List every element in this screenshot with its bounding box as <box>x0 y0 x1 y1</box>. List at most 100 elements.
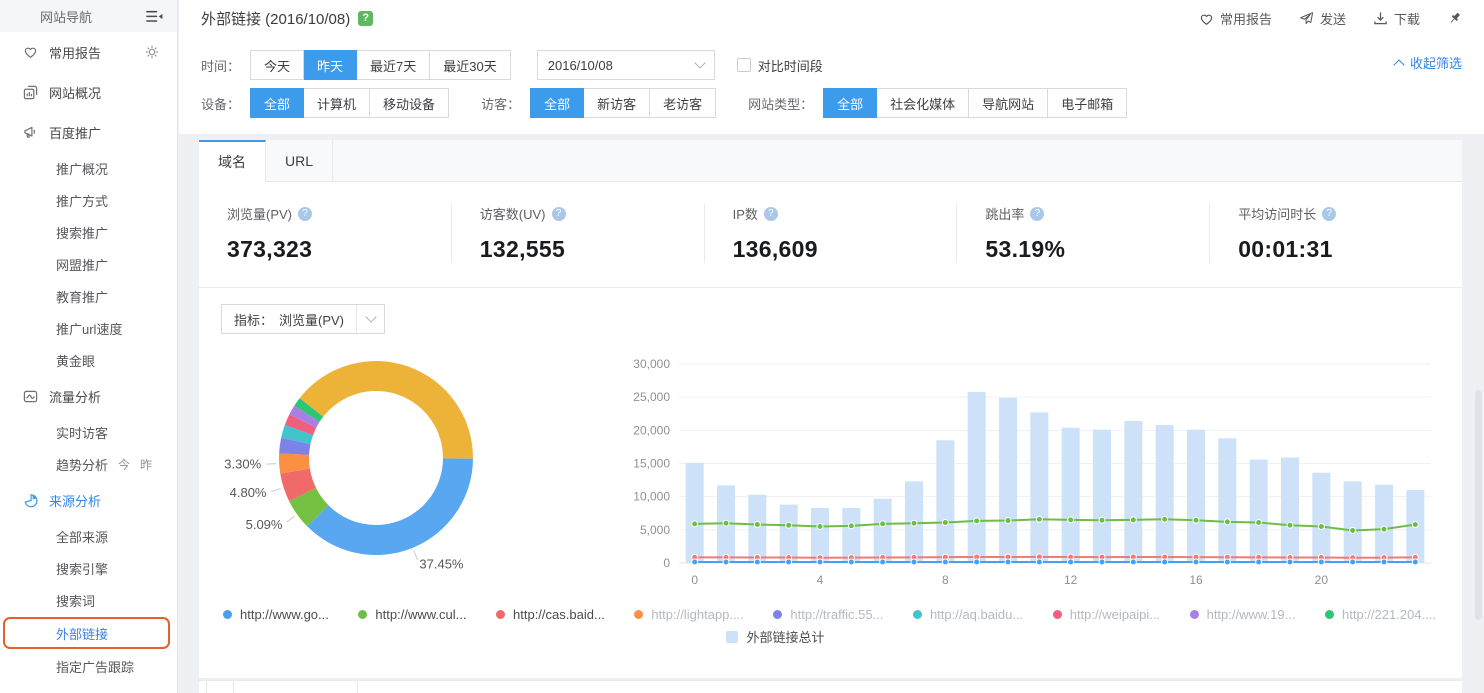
sidebar-item-教育推广[interactable]: 教育推广 <box>0 280 177 312</box>
bar-hour-10[interactable] <box>999 397 1017 563</box>
line-point[interactable] <box>722 519 730 527</box>
line-point[interactable] <box>1286 521 1294 529</box>
sidebar-item-百度推广[interactable]: 百度推广 <box>0 112 177 152</box>
filter1-option-老访客[interactable]: 老访客 <box>650 88 717 118</box>
nav-shortcut-badge[interactable]: 昨 <box>140 457 153 472</box>
bar-hour-3[interactable] <box>779 504 798 563</box>
sidebar-item-网站概况[interactable]: 网站概况 <box>0 72 177 112</box>
filter1-option-新访客[interactable]: 新访客 <box>584 88 651 118</box>
line-point[interactable] <box>1004 558 1012 566</box>
line-point[interactable] <box>973 558 981 566</box>
collapse-filters-link[interactable]: 收起筛选 <box>1393 53 1462 72</box>
sidebar-item-黄金眼[interactable]: 黄金眼 <box>0 344 177 376</box>
bar-hour-15[interactable] <box>1155 425 1174 563</box>
line-point[interactable] <box>910 558 918 566</box>
line-point[interactable] <box>1098 558 1106 566</box>
legend-item-2[interactable]: http://cas.baid... <box>496 607 605 622</box>
filter0-option-计算机[interactable]: 计算机 <box>304 88 371 118</box>
sidebar-item-全部来源[interactable]: 全部来源 <box>0 520 177 552</box>
line-point[interactable] <box>1255 519 1263 527</box>
legend-item-8[interactable]: http://221.204.... <box>1325 607 1436 622</box>
filter2-option-电子邮箱[interactable]: 电子邮箱 <box>1048 88 1128 118</box>
line-point[interactable] <box>1035 515 1043 523</box>
line-point[interactable] <box>1192 558 1200 566</box>
bar-hour-17[interactable] <box>1218 438 1237 563</box>
line-point[interactable] <box>1411 558 1419 566</box>
bar-hour-20[interactable] <box>1312 472 1331 563</box>
line-point[interactable] <box>941 519 949 527</box>
donut-slice-2[interactable] <box>289 487 329 527</box>
help-icon[interactable]: ? <box>298 206 313 221</box>
legend-total[interactable]: 外部链接总计 <box>144 627 1407 646</box>
help-icon[interactable]: ? <box>358 11 374 26</box>
line-point[interactable] <box>785 521 793 529</box>
header-action-发送[interactable]: 发送 <box>1299 9 1346 28</box>
line-point[interactable] <box>1223 558 1231 566</box>
line-point[interactable] <box>973 517 981 525</box>
bar-hour-2[interactable] <box>748 494 767 563</box>
line-point[interactable] <box>847 558 855 566</box>
sidebar-item-流量分析[interactable]: 流量分析 <box>0 376 177 416</box>
tab-URL[interactable]: URL <box>266 140 333 181</box>
time-option-最近7天[interactable]: 最近7天 <box>357 50 431 80</box>
bar-hour-22[interactable] <box>1375 484 1393 563</box>
line-point[interactable] <box>691 520 699 528</box>
line-point[interactable] <box>1317 558 1325 566</box>
date-select[interactable]: 2016/10/08 <box>536 50 715 80</box>
bar-hour-0[interactable] <box>685 462 704 563</box>
legend-item-4[interactable]: http://traffic.55... <box>773 607 883 622</box>
line-point[interactable] <box>1067 558 1075 566</box>
line-point[interactable] <box>1067 516 1075 524</box>
line-point[interactable] <box>879 520 887 528</box>
bar-hour-13[interactable] <box>1093 429 1111 563</box>
line-point[interactable] <box>816 523 824 531</box>
line-point[interactable] <box>1004 517 1012 525</box>
filter0-option-全部[interactable]: 全部 <box>250 88 305 118</box>
donut-slice-6[interactable] <box>281 424 314 444</box>
filter2-option-全部[interactable]: 全部 <box>823 88 878 118</box>
donut-slice-3[interactable] <box>280 468 317 502</box>
line-point[interactable] <box>722 558 730 566</box>
line-point[interactable] <box>1349 558 1357 566</box>
bar-hour-11[interactable] <box>1030 412 1049 563</box>
help-icon[interactable]: ? <box>1322 206 1337 221</box>
legend-item-6[interactable]: http://weipaipi... <box>1052 607 1160 622</box>
bar-hour-16[interactable] <box>1187 429 1205 563</box>
legend-item-1[interactable]: http://www.cul... <box>358 607 466 622</box>
sidebar-item-搜索词[interactable]: 搜索词 <box>0 584 177 616</box>
sidebar-item-来源分析[interactable]: 来源分析 <box>0 480 177 520</box>
bar-hour-6[interactable] <box>873 498 892 563</box>
sidebar-item-推广方式[interactable]: 推广方式 <box>0 184 177 216</box>
checkbox-icon[interactable] <box>736 58 751 72</box>
filter1-option-全部[interactable]: 全部 <box>530 88 585 118</box>
donut-slice-1[interactable] <box>307 458 473 555</box>
tab-域名[interactable]: 域名 <box>199 140 266 182</box>
line-point[interactable] <box>753 558 761 566</box>
sidebar-item-外部链接[interactable]: 外部链接 <box>0 616 177 650</box>
line-point[interactable] <box>941 558 949 566</box>
line-point[interactable] <box>785 558 793 566</box>
sidebar-item-搜索推广[interactable]: 搜索推广 <box>0 216 177 248</box>
bar-hour-14[interactable] <box>1124 421 1143 563</box>
sidebar-item-推广概况[interactable]: 推广概况 <box>0 152 177 184</box>
line-point[interactable] <box>1380 558 1388 566</box>
bar-hour-18[interactable] <box>1249 459 1268 563</box>
line-point[interactable] <box>1223 518 1231 526</box>
line-point[interactable] <box>1286 558 1294 566</box>
indicator-dropdown[interactable]: 指标： 浏览量(PV) <box>221 304 386 334</box>
line-point[interactable] <box>1129 516 1137 524</box>
legend-item-5[interactable]: http://aq.baidu... <box>912 607 1023 622</box>
sidebar-item-搜索引擎[interactable]: 搜索引擎 <box>0 552 177 584</box>
donut-slice-7[interactable] <box>284 414 317 436</box>
header-action-pin-icon[interactable] <box>1447 11 1462 26</box>
sidebar-item-网盟推广[interactable]: 网盟推广 <box>0 248 177 280</box>
line-point[interactable] <box>1380 525 1388 533</box>
legend-item-0[interactable]: http://www.go... <box>223 607 329 622</box>
line-point[interactable] <box>1317 523 1325 531</box>
line-point[interactable] <box>753 521 761 529</box>
bar-hour-4[interactable] <box>811 507 829 563</box>
bar-hour-21[interactable] <box>1343 481 1362 563</box>
line-point[interactable] <box>879 558 887 566</box>
help-icon[interactable]: ? <box>763 206 778 221</box>
bar-hour-5[interactable] <box>842 507 861 563</box>
